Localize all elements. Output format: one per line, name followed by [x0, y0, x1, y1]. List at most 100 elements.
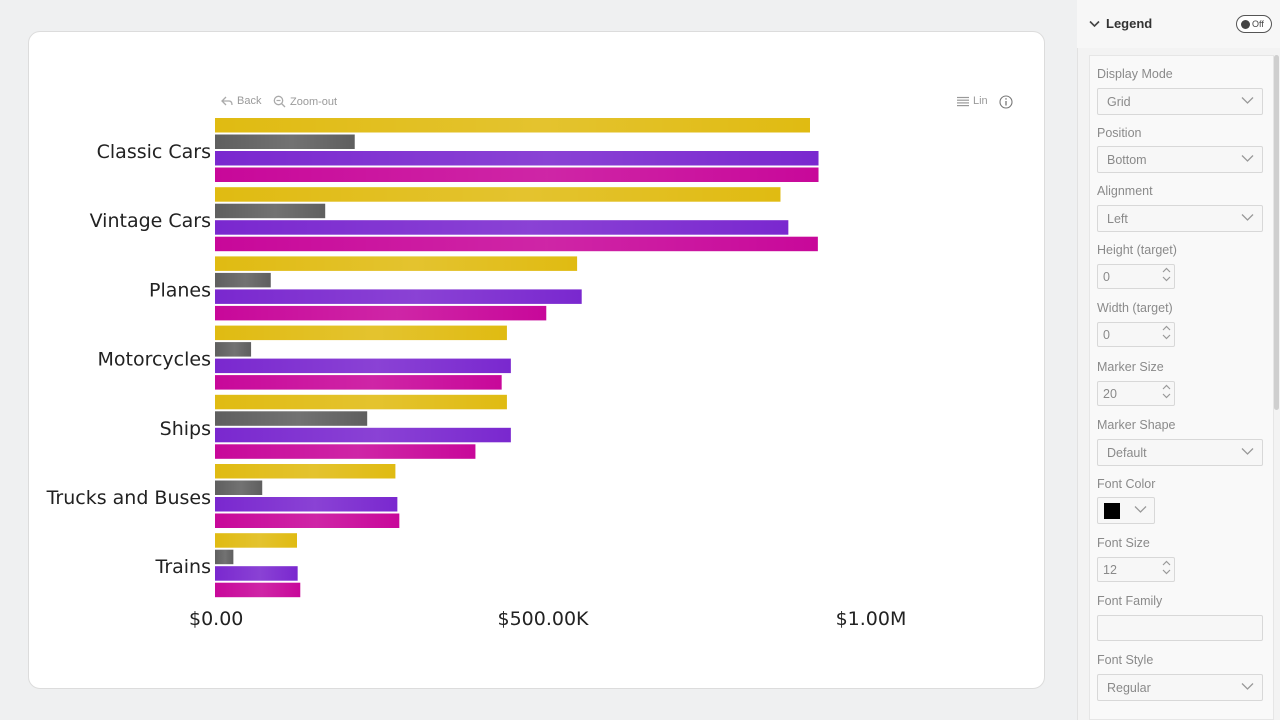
font-color-picker[interactable]	[1097, 497, 1155, 524]
font-size-input[interactable]: 12	[1097, 557, 1175, 582]
marker-size-value: 20	[1103, 386, 1117, 401]
back-label: Back	[237, 95, 262, 107]
chevron-down-icon[interactable]	[1162, 334, 1171, 340]
chevron-down-icon[interactable]	[1162, 569, 1171, 575]
font-color-swatch	[1104, 503, 1120, 519]
font-size-value: 12	[1103, 562, 1117, 577]
info-button[interactable]	[999, 95, 1013, 109]
font-family-input[interactable]	[1097, 615, 1263, 641]
scale-toggle-button[interactable]: Lin	[957, 95, 988, 107]
alignment-dropdown[interactable]: Left	[1097, 205, 1263, 232]
alignment-label: Alignment	[1097, 184, 1153, 198]
alignment-value: Left	[1107, 211, 1128, 226]
zoom-out-button[interactable]: Zoom-out	[273, 95, 337, 108]
x-tick-label: $500.00K	[497, 608, 589, 630]
chevron-up-icon[interactable]	[1162, 560, 1171, 566]
width-stepper[interactable]	[1162, 325, 1171, 340]
toggle-knob	[1241, 19, 1250, 29]
chevron-down-icon	[1241, 214, 1254, 221]
font-style-label: Font Style	[1097, 653, 1154, 667]
font-family-label: Font Family	[1097, 594, 1163, 608]
category-label: Vintage Cars	[90, 210, 211, 232]
x-tick-label: $0.00	[189, 608, 243, 630]
bar-sheen	[215, 411, 368, 426]
height-label: Height (target)	[1097, 243, 1177, 257]
bar-sheen	[215, 464, 396, 479]
bar-sheen	[215, 394, 507, 410]
bar-sheen	[215, 513, 400, 528]
legend-section-title: Legend	[1106, 16, 1153, 31]
bar-sheen	[215, 151, 819, 166]
category-label: Planes	[149, 279, 211, 301]
height-stepper[interactable]	[1162, 267, 1171, 282]
marker-size-stepper[interactable]	[1162, 384, 1171, 399]
bar-sheen	[215, 220, 789, 235]
bar-sheen	[215, 566, 298, 581]
chevron-down-icon[interactable]	[1162, 393, 1171, 399]
bar-sheen	[215, 325, 507, 341]
legend-visibility-toggle[interactable]: Off	[1236, 15, 1272, 33]
width-value: 0	[1103, 327, 1110, 342]
chart-visual-card	[28, 31, 1045, 689]
height-input[interactable]: 0	[1097, 264, 1175, 289]
bar-sheen	[215, 134, 355, 149]
category-label: Trucks and Buses	[46, 487, 211, 509]
marker-size-label: Marker Size	[1097, 360, 1164, 374]
bar-sheen	[215, 549, 234, 565]
font-color-label: Font Color	[1097, 477, 1156, 491]
bar-sheen	[215, 497, 398, 512]
bar-sheen	[215, 358, 511, 374]
width-input[interactable]: 0	[1097, 322, 1175, 347]
marker-size-input[interactable]: 20	[1097, 381, 1175, 406]
bar-sheen	[215, 167, 819, 182]
bar-sheen	[215, 118, 810, 133]
x-tick-label: $1.00M	[836, 608, 907, 630]
back-button[interactable]: Back	[221, 95, 261, 107]
position-dropdown[interactable]: Bottom	[1097, 146, 1263, 173]
font-size-label: Font Size	[1097, 536, 1150, 550]
font-style-dropdown[interactable]: Regular	[1097, 674, 1263, 701]
chevron-down-icon	[1089, 20, 1100, 27]
bar-sheen	[215, 427, 511, 443]
font-size-stepper[interactable]	[1162, 560, 1171, 575]
position-value: Bottom	[1107, 152, 1147, 167]
marker-shape-value: Default	[1107, 445, 1147, 460]
scale-label: Lin	[973, 95, 988, 107]
bar-sheen	[215, 375, 502, 390]
chevron-down-icon	[1241, 155, 1254, 162]
zoom-out-icon	[273, 95, 286, 108]
width-label: Width (target)	[1097, 301, 1173, 315]
bar-sheen	[215, 444, 476, 459]
bar-sheen	[215, 187, 781, 202]
chevron-down-icon	[1134, 506, 1147, 513]
chevron-up-icon[interactable]	[1162, 267, 1171, 273]
category-label: Motorcycles	[98, 349, 212, 371]
chevron-up-icon[interactable]	[1162, 384, 1171, 390]
legend-section-toggle[interactable]: Legend	[1089, 16, 1152, 31]
display-mode-value: Grid	[1107, 94, 1131, 109]
toggle-label: Off	[1252, 19, 1264, 29]
bar-sheen	[215, 533, 297, 548]
info-icon	[999, 95, 1013, 109]
bar-sheen	[215, 203, 326, 219]
chevron-down-icon[interactable]	[1162, 276, 1171, 282]
zoom-out-label: Zoom-out	[290, 95, 338, 108]
position-label: Position	[1097, 126, 1142, 140]
bar-sheen	[215, 305, 547, 321]
display-mode-label: Display Mode	[1097, 67, 1173, 81]
list-icon	[957, 96, 969, 106]
category-label: Classic Cars	[97, 141, 211, 163]
bar-sheen	[215, 289, 582, 304]
chevron-down-icon	[1241, 97, 1254, 104]
chevron-down-icon	[1241, 683, 1254, 690]
height-value: 0	[1103, 269, 1110, 284]
font-style-value: Regular	[1107, 680, 1151, 695]
display-mode-dropdown[interactable]: Grid	[1097, 88, 1263, 115]
bar-sheen	[215, 272, 271, 288]
bar-sheen	[215, 342, 252, 357]
pane-scrollbar[interactable]	[1274, 55, 1279, 410]
category-label: Ships	[160, 418, 211, 440]
chevron-up-icon[interactable]	[1162, 325, 1171, 331]
marker-shape-label: Marker Shape	[1097, 418, 1176, 432]
marker-shape-dropdown[interactable]: Default	[1097, 439, 1263, 466]
